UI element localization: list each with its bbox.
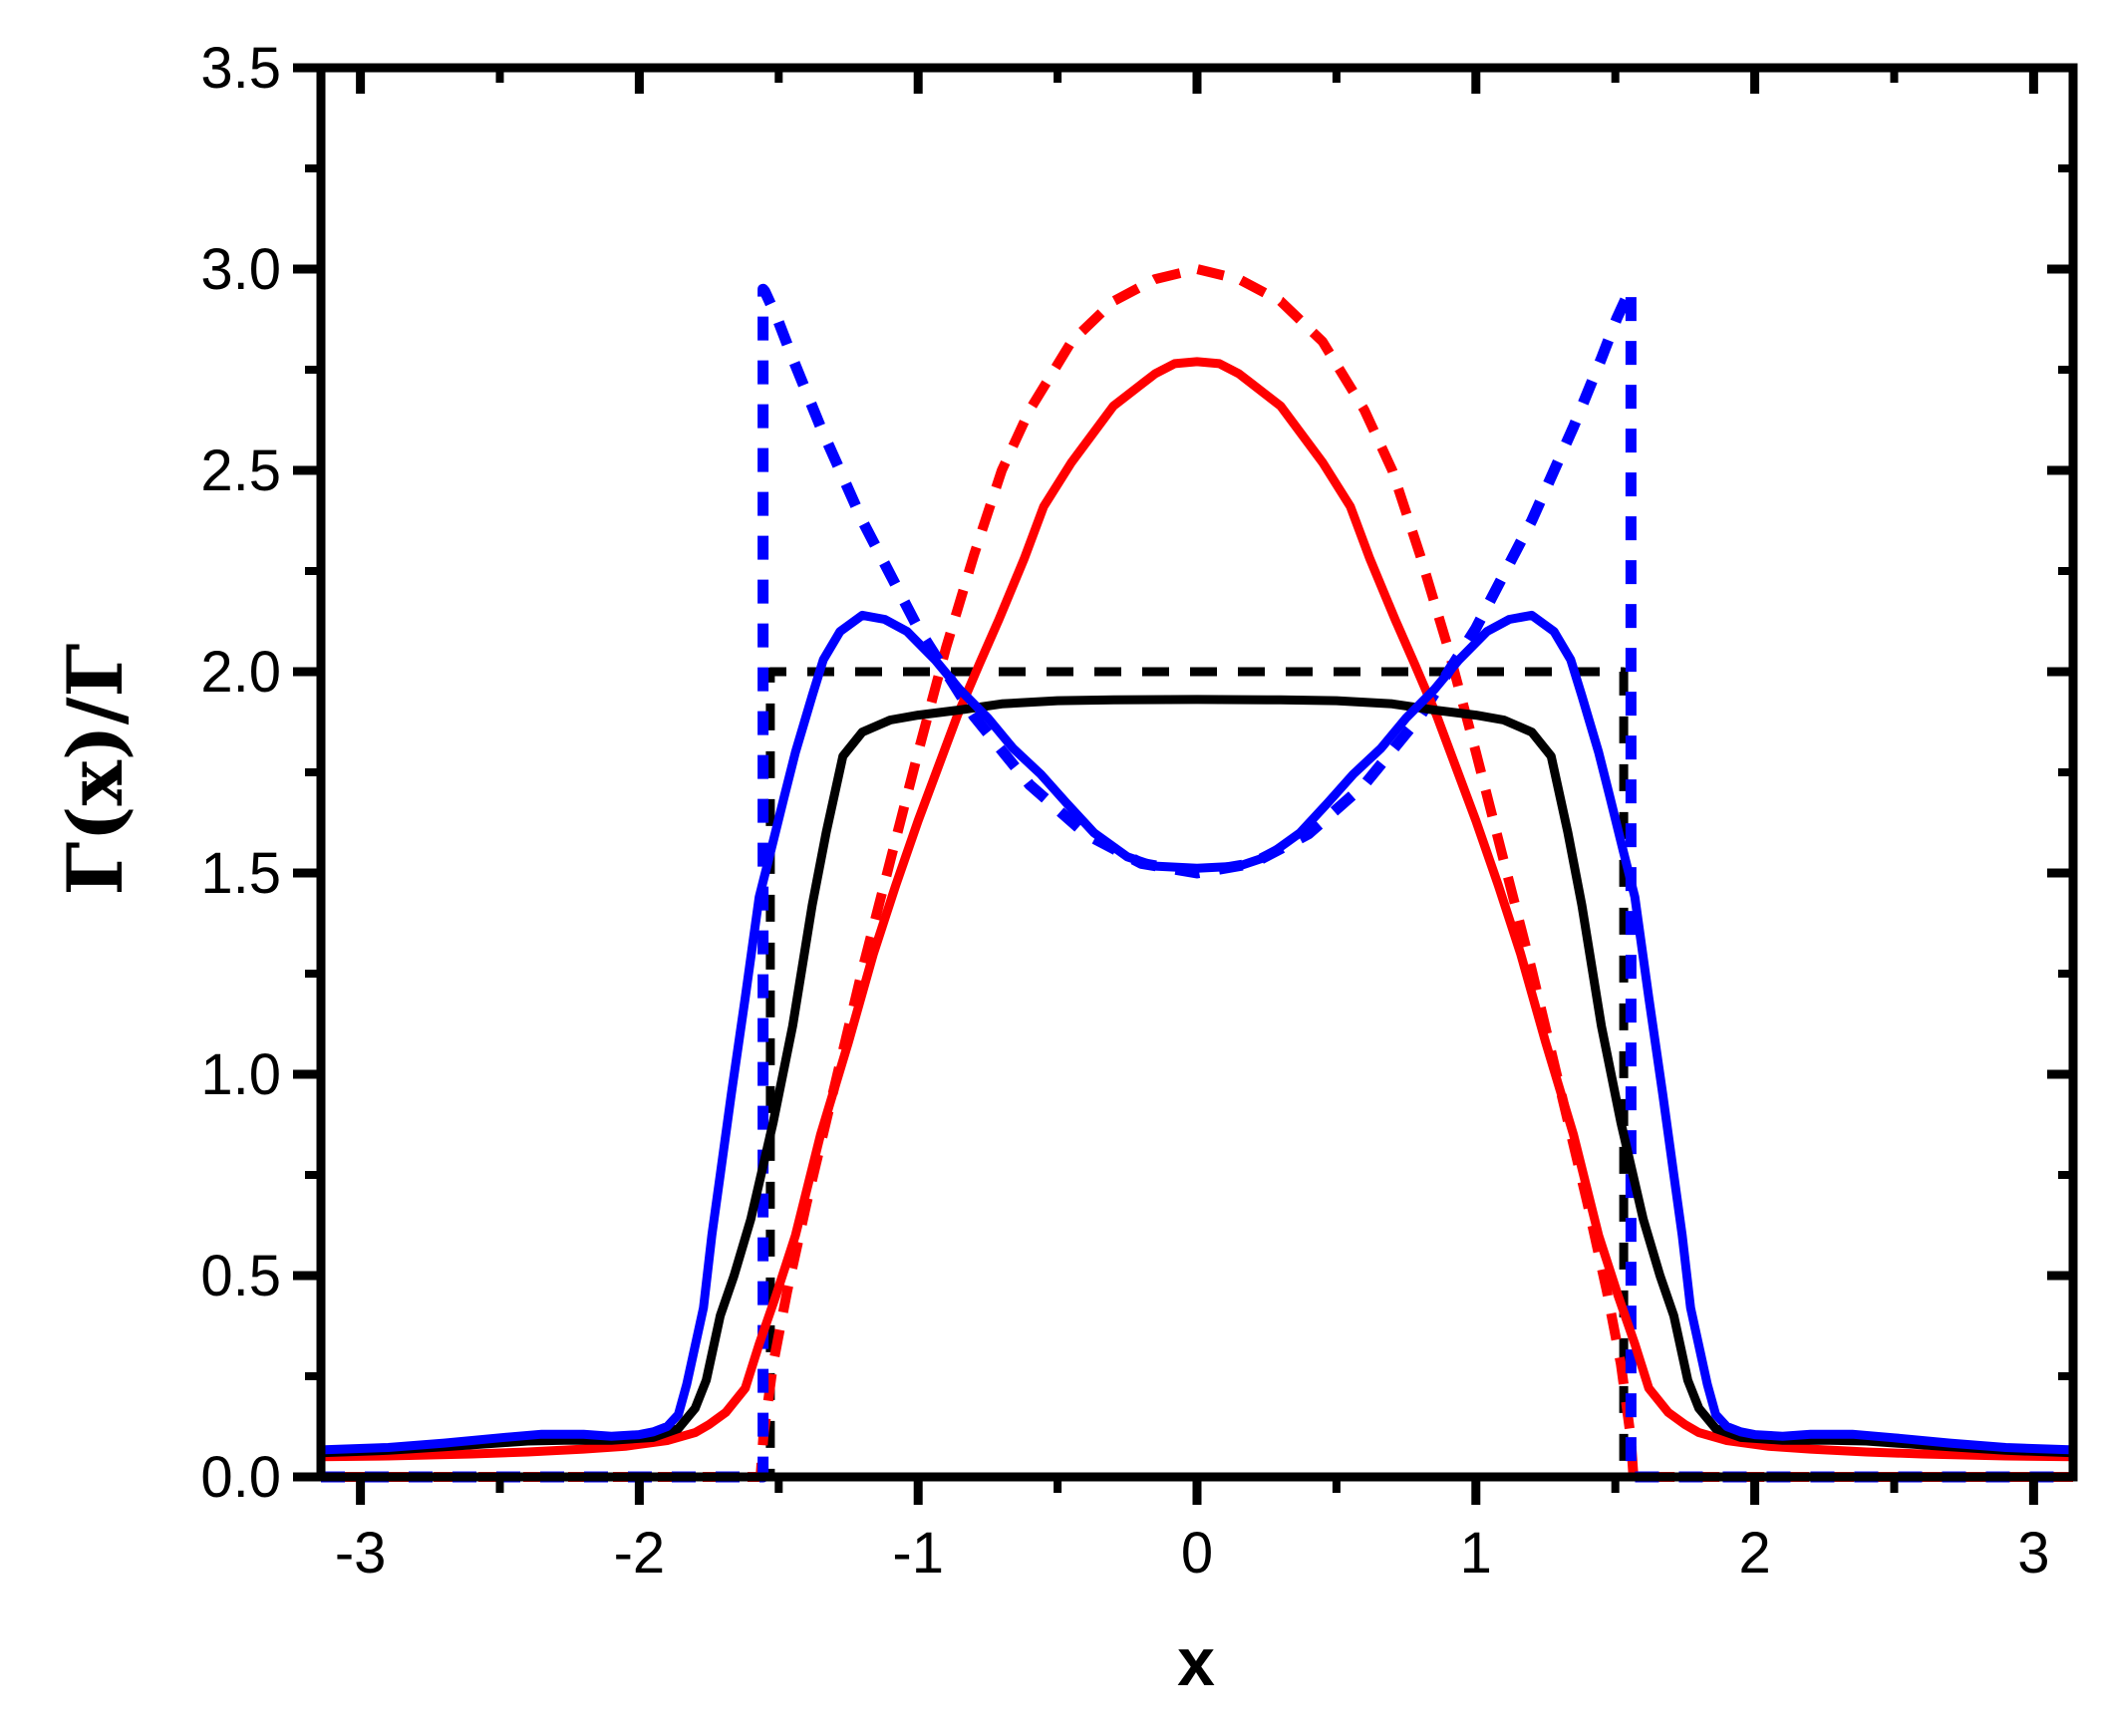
x-tick-label: -1: [892, 1521, 944, 1586]
series-black-solid-smeared-uniform: [320, 695, 2074, 1458]
series-blue-dashed-ideal-double-hump: [321, 283, 2073, 1483]
y-tick-label: 0.0: [200, 1445, 281, 1510]
series-black-dashed-ideal-uniform: [321, 667, 2073, 1482]
series-red-solid-smeared-cosine: [320, 357, 2074, 1462]
plot-frame: [316, 63, 2078, 1482]
x-tick-label: -3: [335, 1521, 387, 1586]
y-tick-label: 2.5: [200, 438, 281, 503]
x-tick-label: 3: [2017, 1521, 2049, 1586]
x-tick-label: 0: [1181, 1521, 1213, 1586]
series-blue-solid-smeared-double-hump: [320, 610, 2074, 1455]
y-tick-label: 1.5: [200, 841, 281, 906]
x-tick-label: 1: [1460, 1521, 1492, 1586]
y-tick-label: 2.0: [200, 640, 281, 705]
x-tick-label: -2: [614, 1521, 666, 1586]
y-tick-label: 0.5: [200, 1244, 281, 1308]
y-axis-title: Γ(x)/Γ: [51, 643, 140, 896]
y-tick-label: 3.5: [200, 36, 281, 101]
y-tick-label: 1.0: [200, 1042, 281, 1107]
x-tick-label: 2: [1738, 1521, 1770, 1586]
y-tick-label: 3.0: [200, 237, 281, 302]
x-axis-title: x: [1177, 1624, 1215, 1700]
